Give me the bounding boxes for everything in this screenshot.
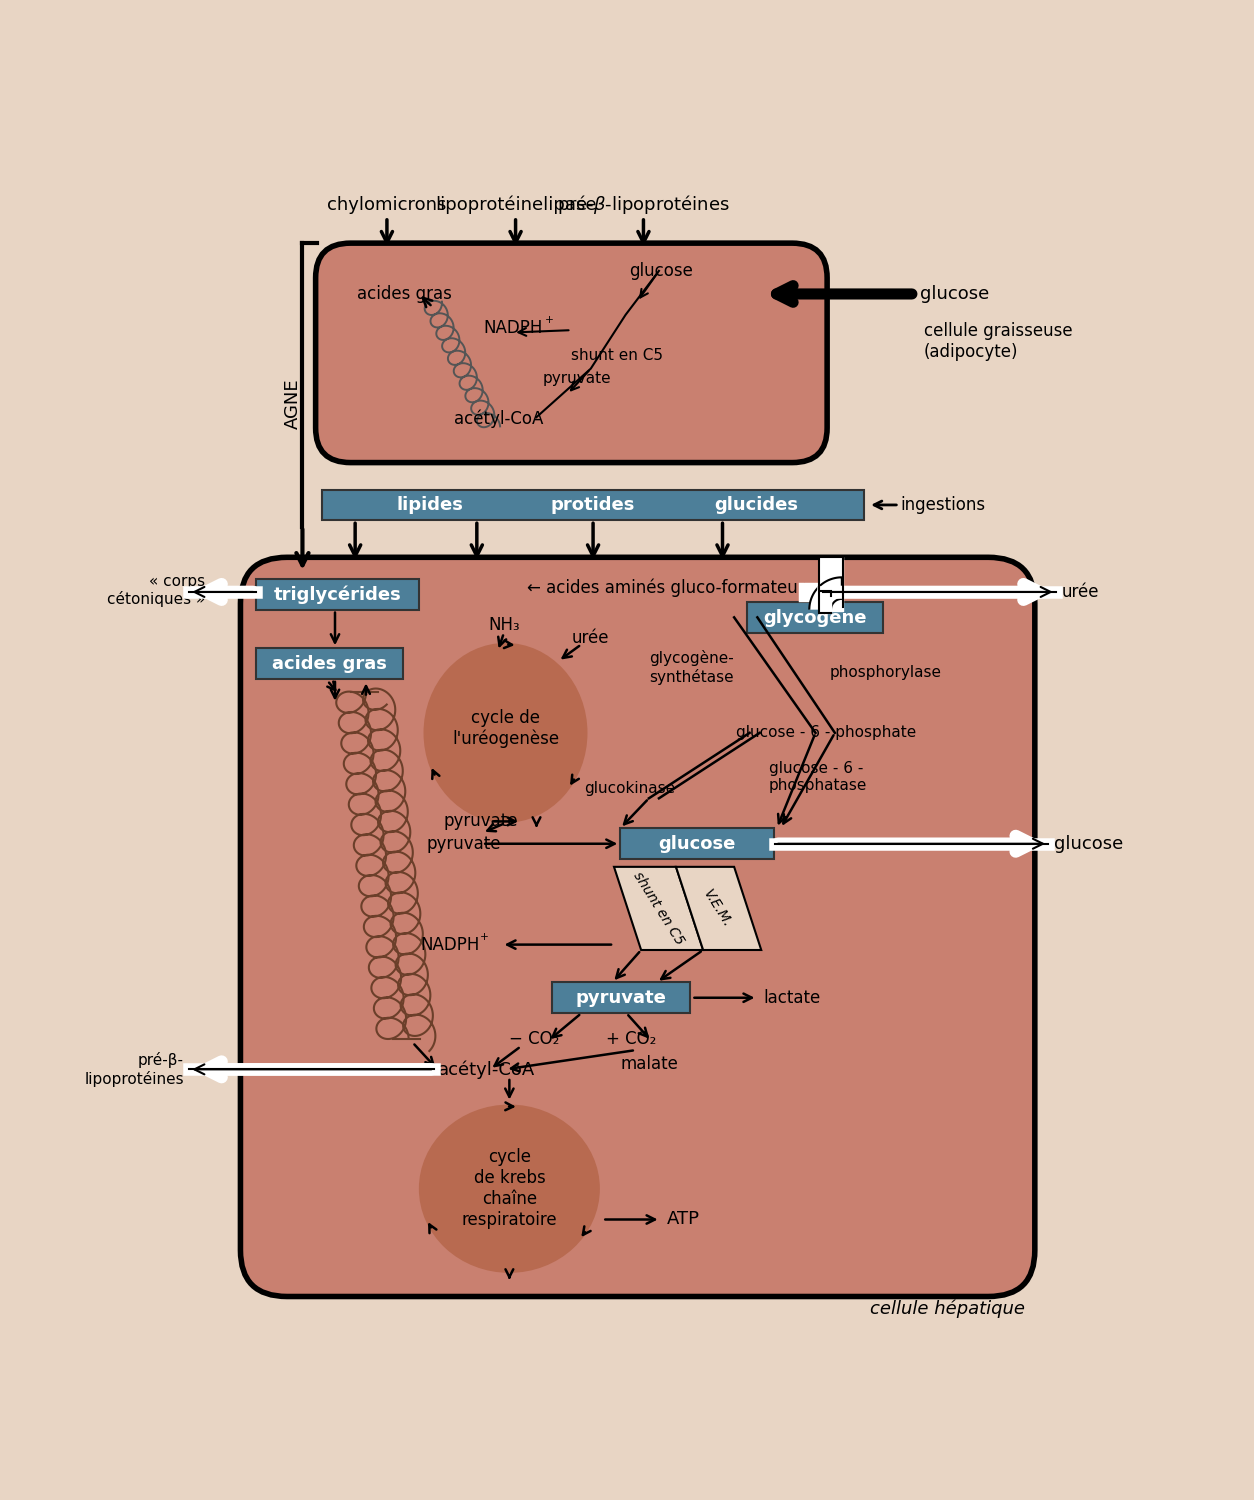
FancyBboxPatch shape [621,828,774,860]
Text: glucokinase: glucokinase [584,782,675,796]
Text: shunt en C5: shunt en C5 [572,348,663,363]
Text: glucose: glucose [1055,834,1124,852]
Text: pyruvate: pyruvate [543,370,612,386]
Text: V.E.M.: V.E.M. [700,886,734,930]
Text: malate: malate [621,1054,678,1072]
Ellipse shape [420,1106,598,1272]
Text: cycle
de krebs
chaîne
respiratoire: cycle de krebs chaîne respiratoire [461,1149,557,1228]
Text: lipoprotéinelipase: lipoprotéinelipase [435,195,597,214]
Text: + CO₂: + CO₂ [606,1029,657,1047]
Text: pré-β-
lipoprotéines: pré-β- lipoprotéines [84,1052,184,1086]
Text: « corps
cétoniques »: « corps cétoniques » [107,573,204,608]
Text: $^+$: $^+$ [542,315,554,330]
Text: acides gras: acides gras [272,654,387,672]
Text: urée: urée [1062,584,1100,602]
PathPatch shape [809,578,841,609]
Text: glycogène-
synthétase: glycogène- synthétase [650,650,734,684]
Text: $^+$: $^+$ [477,933,489,948]
Text: phosphorylase: phosphorylase [829,666,942,681]
FancyBboxPatch shape [322,489,864,520]
Text: cycle de
l'uréogenèse: cycle de l'uréogenèse [451,708,559,748]
Text: triglycérides: triglycérides [273,585,401,603]
Text: acétyl-CoA: acétyl-CoA [454,410,543,428]
Text: protides: protides [551,496,636,514]
FancyBboxPatch shape [316,243,828,462]
Text: − CO₂: − CO₂ [509,1029,559,1047]
Text: glucose: glucose [630,262,693,280]
Text: glucose - 6 -
phosphatase: glucose - 6 - phosphatase [769,760,868,794]
FancyBboxPatch shape [552,982,690,1012]
Text: glucides: glucides [714,496,798,514]
Text: NADPH: NADPH [484,320,543,338]
Text: pyruvate: pyruvate [444,813,518,831]
Text: urée: urée [572,628,609,646]
FancyBboxPatch shape [241,558,1035,1296]
Text: acétyl-CoA: acétyl-CoA [438,1060,535,1078]
Text: glycogène: glycogène [764,608,867,627]
Text: glucose: glucose [658,834,736,852]
Text: ATP: ATP [667,1210,700,1228]
Text: NH₃: NH₃ [488,616,519,634]
Text: NADPH: NADPH [420,936,479,954]
Polygon shape [614,867,703,950]
Text: pyruvate: pyruvate [576,988,666,1006]
Text: lipides: lipides [396,496,464,514]
Ellipse shape [425,645,586,822]
Text: cellule graisseuse
(adipocyte): cellule graisseuse (adipocyte) [924,322,1072,362]
Text: glucose - 6 - phosphate: glucose - 6 - phosphate [736,726,917,741]
Text: AGNE: AGNE [283,378,301,429]
FancyBboxPatch shape [256,579,419,609]
Polygon shape [676,867,761,950]
Text: chylomicrons: chylomicrons [327,195,446,213]
Text: pyruvate: pyruvate [426,834,500,852]
Text: glucose: glucose [920,285,989,303]
FancyBboxPatch shape [747,602,883,633]
Text: shunt en C5: shunt en C5 [630,870,686,948]
Text: ← acides aminés gluco-formateurs: ← acides aminés gluco-formateurs [527,579,814,597]
Text: cellule hépatique: cellule hépatique [870,1299,1025,1318]
Text: lactate: lactate [764,988,821,1006]
Text: ingestions: ingestions [900,496,986,514]
Text: pré-$\beta$-lipoprotéines: pré-$\beta$-lipoprotéines [557,194,730,216]
FancyBboxPatch shape [256,648,404,680]
Text: acides gras: acides gras [356,285,451,303]
